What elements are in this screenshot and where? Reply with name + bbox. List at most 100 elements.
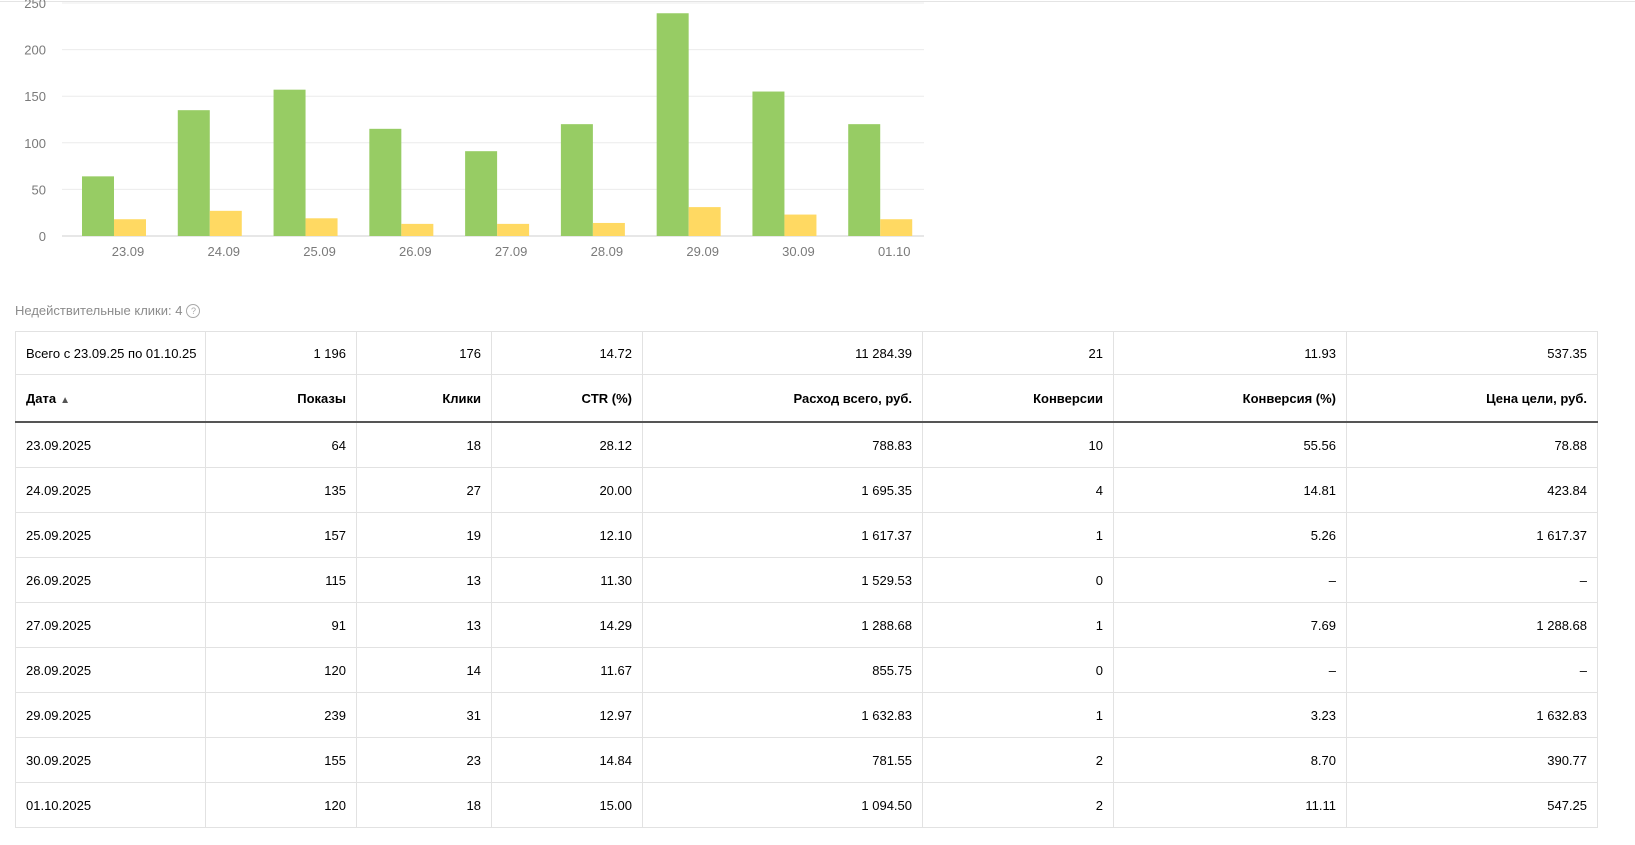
table-cell: 29.09.2025: [15, 692, 206, 738]
table-cell: 781.55: [642, 737, 923, 783]
bar-series-1[interactable]: [82, 176, 114, 236]
y-tick-label: 50: [32, 182, 46, 197]
column-header[interactable]: Цена цели, руб.: [1346, 374, 1598, 423]
table-row: 24.09.2025 135 27 20.00 1 695.35 4 14.81 423.84: [15, 467, 1598, 513]
table-cell: 14.84: [491, 737, 643, 783]
column-header[interactable]: Дата ▲: [15, 374, 206, 423]
sort-asc-icon[interactable]: ▲: [60, 394, 70, 406]
table-cell: 0: [922, 557, 1114, 603]
table-cell: 14.29: [491, 602, 643, 648]
bar-series-1[interactable]: [560, 124, 593, 236]
table-cell: 24.09.2025: [15, 467, 206, 513]
table-cell: 10: [922, 421, 1114, 468]
bar-series-2[interactable]: [209, 210, 242, 236]
bar-series-2[interactable]: [497, 223, 530, 236]
column-header[interactable]: Конверсии: [922, 374, 1114, 423]
table-cell: 14.72: [491, 331, 643, 375]
table-cell: 157: [205, 512, 357, 558]
table-cell: 31: [356, 692, 492, 738]
summary-row: Всего с 23.09.25 по 01.10.25 1 196 176 14.7…: [15, 331, 1598, 375]
table-cell: 120: [205, 782, 357, 828]
x-tick-label: 29.09: [686, 244, 719, 259]
table-cell: 1 617.37: [1346, 512, 1598, 558]
table-cell: 13: [356, 557, 492, 603]
invalid-clicks-label: Недействительные клики: 4: [15, 303, 183, 318]
table-cell: 14.81: [1113, 467, 1347, 513]
column-header[interactable]: CTR (%): [491, 374, 643, 423]
bar-series-1[interactable]: [465, 151, 498, 236]
header-row: Дата ▲ Показы Клики CTR (%) Расход всего, руб…: [15, 374, 1598, 423]
bar-series-2[interactable]: [784, 214, 817, 236]
table-cell: 78.88: [1346, 421, 1598, 468]
table-cell: 8.70: [1113, 737, 1347, 783]
table-row: 28.09.2025 120 14 11.67 855.75 0– –: [15, 647, 1598, 693]
table-cell: 1: [922, 512, 1114, 558]
bar-series-2[interactable]: [880, 219, 913, 236]
column-header[interactable]: Конверсия (%): [1113, 374, 1347, 423]
table-cell: 13: [356, 602, 492, 648]
table-cell: 11.93: [1113, 331, 1347, 375]
table-cell: 1 288.68: [642, 602, 923, 648]
table-cell: 25.09.2025: [15, 512, 206, 558]
table-cell: –: [1113, 647, 1347, 693]
table-cell: –: [1113, 557, 1347, 603]
bar-series-2[interactable]: [305, 218, 338, 236]
table-cell: 20.00: [491, 467, 643, 513]
stats-table: Всего с 23.09.25 по 01.10.25 1 196 176 14.7…: [15, 331, 1598, 828]
bar-series-2[interactable]: [114, 219, 146, 236]
table-cell: 64: [205, 421, 357, 468]
table-cell: 19: [356, 512, 492, 558]
table-cell: 15.00: [491, 782, 643, 828]
bar-series-1[interactable]: [656, 13, 689, 237]
table-row: 29.09.2025 239 31 12.97 1 632.83 1 3.23 1 632.8…: [15, 692, 1598, 738]
table-cell: 176: [356, 331, 492, 375]
table-cell: 1 632.83: [642, 692, 923, 738]
table-cell: 115: [205, 557, 357, 603]
table-cell: 1 288.68: [1346, 602, 1598, 648]
table-cell: 1: [922, 692, 1114, 738]
table-cell: 12.10: [491, 512, 643, 558]
table-cell: 1 094.50: [642, 782, 923, 828]
table-cell: 28.09.2025: [15, 647, 206, 693]
help-icon[interactable]: ?: [186, 303, 201, 318]
table-cell: 2: [922, 782, 1114, 828]
table-row: 30.09.2025 155 23 14.84 781.55 2 8.70 390.77: [15, 737, 1598, 783]
table-row: 27.09.2025 91 13 14.29 1 288.68 1 7.69 1 288.68: [15, 602, 1598, 648]
column-header[interactable]: Клики: [356, 374, 492, 423]
table-cell: 4: [922, 467, 1114, 513]
table-cell: 18: [356, 421, 492, 468]
bar-series-2[interactable]: [401, 223, 434, 236]
bar-series-2[interactable]: [592, 222, 625, 236]
top-divider: [0, 1, 1635, 2]
table-cell: 28.12: [491, 421, 643, 468]
table-cell: 788.83: [642, 421, 923, 468]
table-cell: Всего с 23.09.25 по 01.10.25: [15, 331, 206, 375]
column-header[interactable]: Расход всего, руб.: [642, 374, 923, 423]
table-cell: 1: [922, 602, 1114, 648]
x-tick-label: 26.09: [399, 244, 432, 259]
table-cell: 1 632.83: [1346, 692, 1598, 738]
table-cell: 23.09.2025: [15, 421, 206, 468]
column-header[interactable]: Показы: [205, 374, 357, 423]
table-cell: 7.69: [1113, 602, 1347, 648]
bar-series-1[interactable]: [752, 91, 785, 236]
table-cell: 18: [356, 782, 492, 828]
table-cell: 27.09.2025: [15, 602, 206, 648]
table-cell: 01.10.2025: [15, 782, 206, 828]
table-cell: 2: [922, 737, 1114, 783]
bar-series-1[interactable]: [848, 124, 881, 236]
table-row: 01.10.2025 120 18 15.00 1 094.50 2 11.11 547.25: [15, 782, 1598, 828]
table-cell: 21: [922, 331, 1114, 375]
x-tick-label: 30.09: [782, 244, 815, 259]
bar-series-1[interactable]: [369, 128, 402, 236]
table-cell: 11.11: [1113, 782, 1347, 828]
bar-series-1[interactable]: [273, 89, 306, 237]
table-row: 25.09.2025 157 19 12.10 1 617.37 1 5.26 1 617.3…: [15, 512, 1598, 558]
bar-series-1[interactable]: [177, 110, 210, 236]
table-cell: 135: [205, 467, 357, 513]
bar-series-2[interactable]: [688, 207, 721, 236]
x-tick-label: 24.09: [208, 244, 241, 259]
x-tick-label: 25.09: [303, 244, 336, 259]
x-tick-label: 28.09: [591, 244, 624, 259]
table-cell: 26.09.2025: [15, 557, 206, 603]
